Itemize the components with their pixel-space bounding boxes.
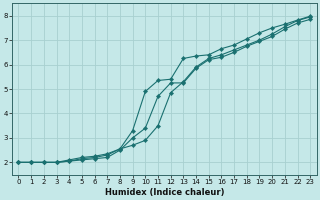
X-axis label: Humidex (Indice chaleur): Humidex (Indice chaleur) bbox=[105, 188, 224, 197]
